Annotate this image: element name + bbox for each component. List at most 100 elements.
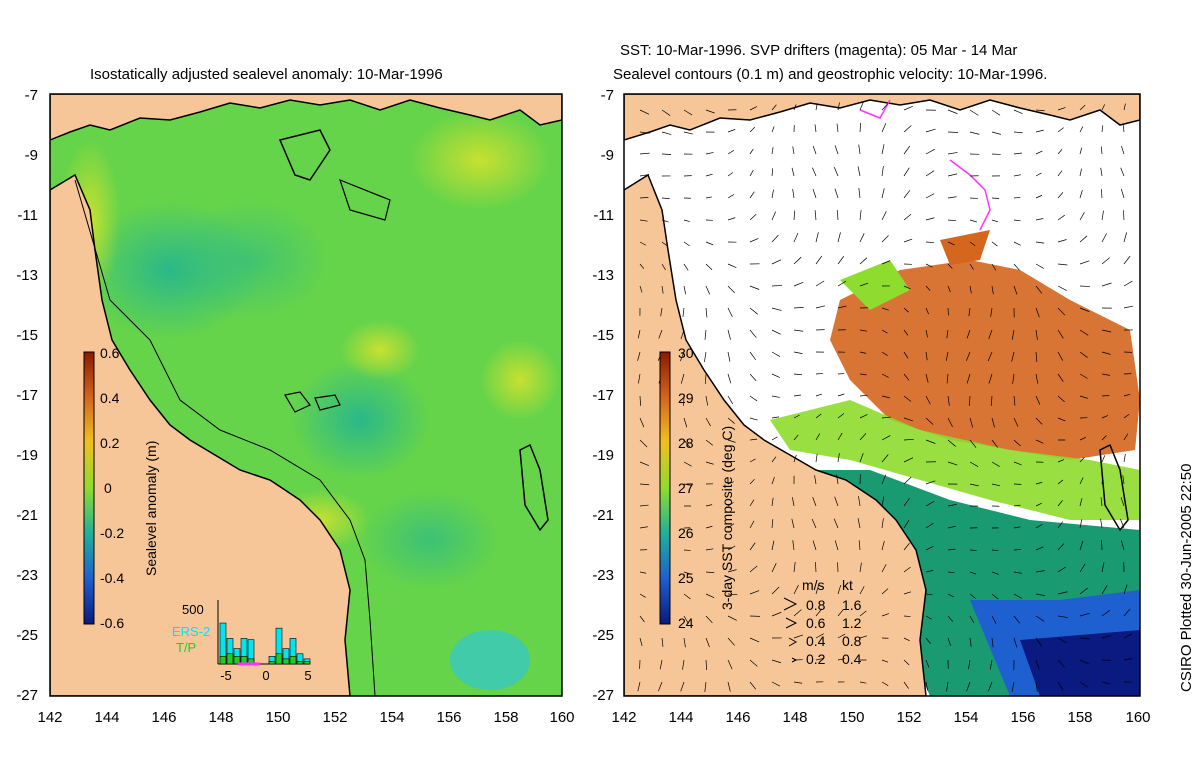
x-tick-label: 146 <box>725 709 750 726</box>
velocity-vector <box>793 634 803 639</box>
velocity-vector <box>1035 129 1044 133</box>
velocity-vector <box>859 562 862 573</box>
velocity-vector <box>1057 351 1064 361</box>
velocity-vector <box>859 373 867 376</box>
velocity-vector <box>1057 659 1065 668</box>
velocity-vector <box>660 307 663 317</box>
velocity-vector <box>903 681 909 689</box>
velocity-vector <box>1013 615 1021 624</box>
velocity-vector <box>969 219 977 223</box>
velocity-vector <box>1123 210 1125 221</box>
velocity-vector <box>1057 307 1066 316</box>
velocity-vector <box>881 564 887 573</box>
velocity-vector <box>749 458 756 463</box>
velocity-vector <box>837 608 844 617</box>
velocity-vector <box>639 637 643 647</box>
velocity-vector <box>1035 570 1045 573</box>
velocity-vector <box>947 461 958 466</box>
velocity-vector <box>749 373 757 382</box>
velocity-vector <box>815 232 819 243</box>
histogram-bar-tp <box>296 661 304 665</box>
velocity-vector <box>793 609 802 617</box>
velocity-vector <box>903 125 912 133</box>
colorbar-tick-label: 0 <box>104 480 112 496</box>
velocity-vector <box>812 497 817 507</box>
velocity-vector <box>989 659 993 670</box>
velocity-vector <box>771 611 782 617</box>
velocity-vector <box>1013 174 1022 177</box>
velocity-vector <box>947 504 957 507</box>
velocity-vector <box>705 417 711 427</box>
velocity-vector <box>749 148 754 155</box>
legend-kt-value: 1.6 <box>842 597 862 613</box>
histogram-max-label: 500 <box>182 602 204 617</box>
velocity-vector <box>793 584 799 595</box>
velocity-vector <box>749 106 758 111</box>
velocity-vector <box>705 593 715 599</box>
velocity-vector <box>727 523 735 529</box>
velocity-vector <box>991 241 998 247</box>
velocity-vector <box>991 593 999 600</box>
velocity-vector <box>947 571 955 574</box>
velocity-vector <box>947 219 956 222</box>
velocity-vector <box>705 571 715 574</box>
velocity-vector <box>683 571 692 575</box>
velocity-vector <box>1035 615 1045 622</box>
velocity-vector <box>969 241 976 246</box>
velocity-vector <box>1101 455 1106 463</box>
velocity-vector <box>858 496 861 507</box>
x-tick-label: 156 <box>1010 709 1035 726</box>
velocity-vector <box>947 417 953 428</box>
velocity-vector <box>881 416 891 419</box>
legend-ms-value: 0.8 <box>806 597 826 613</box>
velocity-vector <box>946 681 949 692</box>
sst-colorbar <box>659 351 671 625</box>
velocity-vector <box>639 241 647 246</box>
velocity-vector <box>815 657 825 661</box>
velocity-vector <box>1079 395 1088 399</box>
velocity-vector <box>683 219 690 222</box>
velocity-vector <box>683 637 686 648</box>
velocity-vector <box>680 373 685 384</box>
velocity-vector <box>680 329 685 340</box>
x-tick-label: 146 <box>151 709 176 726</box>
velocity-vector <box>969 395 971 406</box>
velocity-vector <box>705 307 708 318</box>
velocity-vector <box>705 285 710 295</box>
velocity-vector <box>991 417 995 428</box>
velocity-vector <box>1079 587 1089 595</box>
velocity-vector <box>639 571 647 574</box>
velocity-vector <box>639 504 649 507</box>
velocity-vector <box>988 329 993 339</box>
velocity-vector <box>1123 454 1126 463</box>
velocity-vector <box>705 439 714 446</box>
velocity-vector <box>1123 633 1133 639</box>
y-tick-label: -27 <box>16 687 38 704</box>
velocity-vector <box>727 194 735 199</box>
velocity-vector <box>1057 543 1065 551</box>
colorbar-tick-label: 29 <box>678 390 694 406</box>
land-australia <box>624 173 927 696</box>
y-tick-label: -17 <box>592 387 614 404</box>
x-tick-label: 160 <box>549 709 574 726</box>
velocity-vector <box>638 373 641 384</box>
velocity-vector <box>1122 124 1125 133</box>
velocity-vector <box>639 593 646 598</box>
velocity-vector <box>1035 351 1038 362</box>
velocity-vector <box>705 109 715 114</box>
velocity-vector <box>658 329 663 339</box>
right-panel-title-line1: SST: 10-Mar-1996. SVP drifters (magenta)… <box>620 42 1018 59</box>
x-tick-label: 148 <box>782 709 807 726</box>
velocity-vector <box>793 351 803 354</box>
velocity-vector <box>815 103 818 111</box>
y-tick-label: -25 <box>16 627 38 644</box>
velocity-vector <box>1101 609 1111 617</box>
velocity-vector <box>639 285 643 293</box>
velocity-vector <box>837 633 846 639</box>
velocity-vector <box>1121 146 1125 155</box>
legend-ms-value: 0.4 <box>806 633 826 649</box>
velocity-vector <box>945 351 949 361</box>
velocity-vector <box>903 542 910 551</box>
velocity-vector <box>727 329 731 340</box>
velocity-vector <box>639 152 650 155</box>
